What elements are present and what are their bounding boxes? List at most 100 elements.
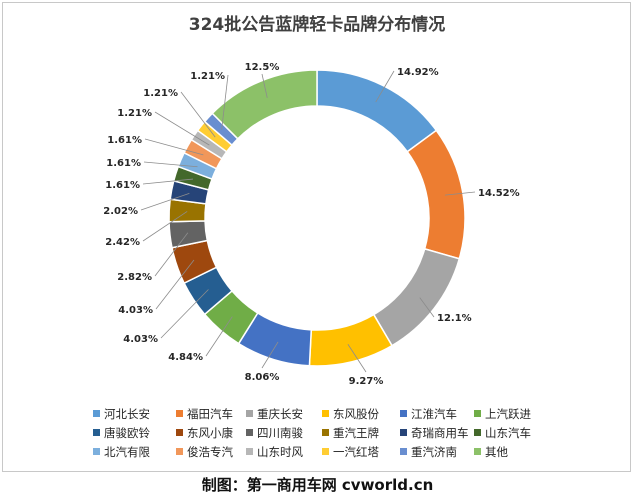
leader-lines bbox=[140, 70, 476, 373]
leader-line-6 bbox=[205, 316, 233, 357]
legend-swatch bbox=[176, 410, 183, 417]
donut-chart: 324批公告蓝牌轻卡品牌分布情况 14.92% 14.52% 12.1% 9.27% 8… bbox=[93, 14, 531, 459]
slice-18 bbox=[211, 69, 318, 140]
data-label-16: 1.21% bbox=[143, 88, 178, 99]
data-label-7: 4.03% bbox=[123, 334, 158, 345]
legend-item-5: 江淮汽车 bbox=[400, 407, 457, 421]
legend-swatch bbox=[176, 448, 183, 455]
legend-item-10: 重汽王牌 bbox=[322, 426, 379, 440]
leader-line-18 bbox=[261, 73, 268, 98]
legend-swatch bbox=[400, 429, 407, 436]
legend-swatch bbox=[246, 410, 253, 417]
leader-line-8 bbox=[155, 259, 195, 310]
slice-3 bbox=[372, 247, 461, 347]
legend-swatch bbox=[246, 448, 253, 455]
legend-item-12: 山东汽车 bbox=[474, 426, 531, 440]
legend-swatch bbox=[322, 448, 329, 455]
legend-label: 江淮汽车 bbox=[411, 407, 457, 421]
leader-line-12 bbox=[142, 178, 194, 185]
legend-swatch bbox=[93, 410, 100, 417]
legend-label: 唐骏欧铃 bbox=[104, 426, 150, 440]
legend-label: 其他 bbox=[485, 445, 508, 459]
legend-label: 奇瑞商用车 bbox=[411, 426, 469, 440]
legend-item-11: 奇瑞商用车 bbox=[400, 426, 469, 440]
legend-label: 上汽跃进 bbox=[485, 407, 531, 421]
data-label-11: 2.02% bbox=[103, 206, 138, 217]
legend-swatch bbox=[400, 448, 407, 455]
data-label-12: 1.61% bbox=[105, 180, 140, 191]
leader-line-15 bbox=[154, 111, 210, 146]
leader-line-11 bbox=[140, 193, 190, 211]
legend-swatch bbox=[93, 448, 100, 455]
data-label-3: 12.1% bbox=[437, 313, 472, 324]
leader-line-14 bbox=[144, 138, 204, 156]
legend-label: 山东汽车 bbox=[485, 426, 531, 440]
leader-line-3 bbox=[419, 297, 435, 318]
legend-label: 河北长安 bbox=[104, 407, 150, 421]
legend-item-18: 其他 bbox=[474, 445, 508, 459]
data-label-6: 4.84% bbox=[168, 352, 203, 363]
legend-item-4: 东风股份 bbox=[322, 407, 379, 421]
legend-item-15: 山东时风 bbox=[246, 445, 303, 459]
slice-1 bbox=[316, 69, 438, 153]
legend-swatch bbox=[400, 410, 407, 417]
legend-label: 一汽红塔 bbox=[333, 445, 379, 459]
leader-line-9 bbox=[154, 232, 189, 277]
legend-swatch bbox=[474, 448, 481, 455]
legend-label: 山东时风 bbox=[257, 445, 303, 459]
data-label-18: 12.5% bbox=[245, 62, 280, 73]
legend-label: 北汽有限 bbox=[104, 445, 150, 459]
leader-line-4 bbox=[347, 344, 367, 373]
legend-swatch bbox=[474, 410, 481, 417]
data-label-5: 8.06% bbox=[245, 372, 280, 383]
leader-line-16 bbox=[180, 91, 216, 138]
data-label-15: 1.21% bbox=[117, 108, 152, 119]
legend-swatch bbox=[93, 429, 100, 436]
legend-label: 俊浩专汽 bbox=[187, 445, 233, 459]
legend-item-7: 唐骏欧铃 bbox=[93, 426, 150, 440]
legend-label: 重汽济南 bbox=[411, 445, 457, 459]
legend-swatch bbox=[176, 429, 183, 436]
legend-item-3: 重庆长安 bbox=[246, 407, 303, 421]
data-label-13: 1.61% bbox=[106, 158, 141, 169]
legend-item-13: 北汽有限 bbox=[93, 445, 150, 459]
leader-line-13 bbox=[143, 161, 198, 168]
data-label-10: 2.42% bbox=[105, 237, 140, 248]
data-label-9: 2.82% bbox=[117, 272, 152, 283]
legend-label: 东风股份 bbox=[333, 407, 379, 421]
leader-line-5 bbox=[261, 341, 279, 369]
legend-swatch bbox=[246, 429, 253, 436]
data-label-17: 1.21% bbox=[190, 71, 225, 82]
data-label-2: 14.52% bbox=[478, 188, 520, 199]
legend-item-17: 重汽济南 bbox=[400, 445, 457, 459]
leader-line-17 bbox=[221, 74, 229, 130]
leader-line-1 bbox=[375, 70, 395, 103]
leader-line-2 bbox=[444, 191, 476, 196]
legend-swatch bbox=[322, 410, 329, 417]
legend-label: 四川南骏 bbox=[257, 426, 303, 440]
footer-credit: 制图：第一商用车网 cvworld.cn bbox=[201, 476, 434, 494]
legend-item-16: 一汽红塔 bbox=[322, 445, 379, 459]
data-label-1: 14.92% bbox=[397, 67, 439, 78]
data-label-8: 4.03% bbox=[118, 305, 153, 316]
data-label-4: 9.27% bbox=[349, 376, 384, 387]
legend-item-14: 俊浩专汽 bbox=[176, 445, 233, 459]
legend-item-1: 河北长安 bbox=[93, 407, 150, 421]
legend-label: 重汽王牌 bbox=[333, 426, 379, 440]
legend-item-8: 东风小康 bbox=[176, 426, 233, 440]
data-labels: 14.92% 14.52% 12.1% 9.27% 8.06% 4.84% 4.03% 4.0… bbox=[103, 62, 519, 387]
leader-line-7 bbox=[160, 289, 209, 339]
legend-label: 福田汽车 bbox=[187, 407, 233, 421]
legend-swatch bbox=[322, 429, 329, 436]
donut-slices bbox=[168, 69, 466, 367]
legend-item-2: 福田汽车 bbox=[176, 407, 233, 421]
leader-line-10 bbox=[142, 211, 188, 242]
legend-swatch bbox=[474, 429, 481, 436]
chart-title: 324批公告蓝牌轻卡品牌分布情况 bbox=[189, 14, 446, 35]
slice-2 bbox=[406, 129, 466, 260]
legend-item-9: 四川南骏 bbox=[246, 426, 303, 440]
legend-label: 重庆长安 bbox=[257, 407, 303, 421]
legend-label: 东风小康 bbox=[187, 426, 233, 440]
legend-item-6: 上汽跃进 bbox=[474, 407, 531, 421]
